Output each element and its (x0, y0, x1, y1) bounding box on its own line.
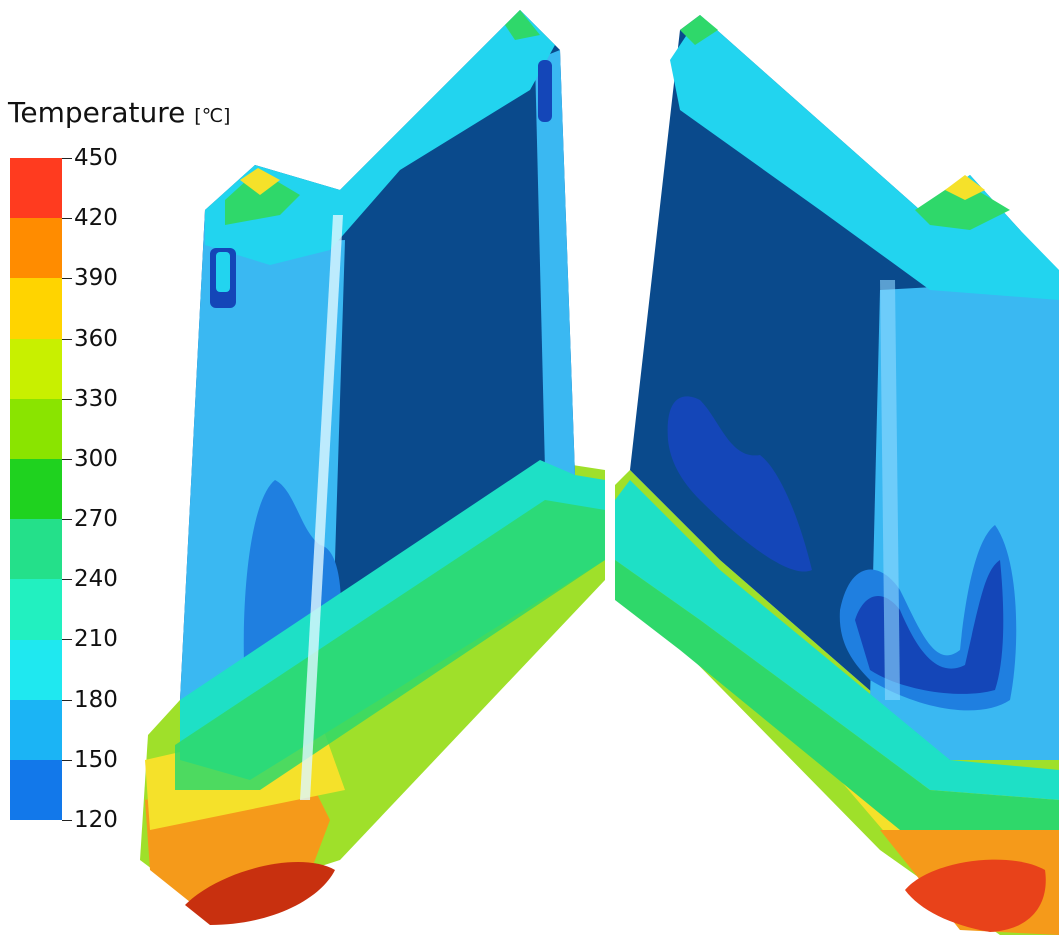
right-cold-spot-1 (667, 396, 812, 572)
left-blade-model (140, 10, 605, 925)
colorbar-band (10, 158, 62, 219)
colorbar-band (10, 759, 62, 821)
left-specular-strip (300, 215, 343, 800)
colorbar-ticks: 450 420 390 360 330 300 270 240 210 180 150 120 (62, 145, 132, 833)
tick-mark (62, 218, 72, 220)
left-window-slot-inner (216, 252, 230, 292)
right-top-green-tip (680, 15, 718, 45)
tick-label: 120 (74, 807, 118, 833)
tick-mark (62, 699, 72, 701)
tick-label: 180 (74, 686, 118, 713)
tick-label: 330 (74, 385, 118, 412)
tick-mark (62, 398, 72, 400)
right-edge-slot (538, 60, 552, 122)
colorbar-band (10, 338, 62, 399)
tick-label: 360 (74, 325, 118, 352)
tick-label: 300 (74, 445, 118, 472)
tick-mark (62, 338, 72, 340)
left-top-green-tip (505, 10, 540, 40)
right-base-red (905, 859, 1046, 932)
tick-mark (62, 458, 72, 460)
tick-mark (62, 278, 72, 280)
tick-label: 240 (74, 566, 118, 593)
legend-unit: [℃] (194, 105, 231, 127)
right-blade-model (615, 15, 1059, 935)
tick-label: 450 (74, 145, 118, 171)
tick-label: 420 (74, 205, 118, 232)
tick-mark (62, 639, 72, 641)
colorbar-band (10, 519, 62, 580)
legend-title-text: Temperature (8, 96, 186, 129)
right-shoulder-green (615, 560, 1059, 830)
left-top-yellow (240, 168, 280, 195)
colorbar-band (10, 458, 62, 520)
tick-label: 210 (74, 626, 118, 653)
left-blade-edge-band (535, 50, 575, 475)
tick-label: 390 (74, 265, 118, 292)
tick-label: 150 (74, 746, 118, 773)
tick-mark (62, 579, 72, 581)
tick-mark (62, 820, 72, 821)
colorbar-band (10, 398, 62, 459)
legend-title: Temperature [℃] (8, 96, 230, 129)
colorbar-band (10, 278, 62, 339)
left-base-red-zone (185, 862, 335, 925)
colorbar-band (10, 579, 62, 640)
right-specular-strip (880, 280, 900, 700)
temperature-colorbar (10, 158, 62, 821)
tick-label: 270 (74, 506, 118, 533)
tick-mark (62, 519, 72, 521)
right-top-yellow (945, 175, 985, 200)
tick-mark (62, 759, 72, 761)
tick-mark (62, 158, 72, 159)
colorbar-band (10, 218, 62, 279)
colorbar-band (10, 699, 62, 760)
left-top-green (225, 170, 300, 225)
colorbar-band (10, 639, 62, 700)
right-top-green (915, 180, 1010, 230)
left-shoulder-green (175, 500, 605, 790)
right-shoulder-teal (615, 480, 1059, 800)
